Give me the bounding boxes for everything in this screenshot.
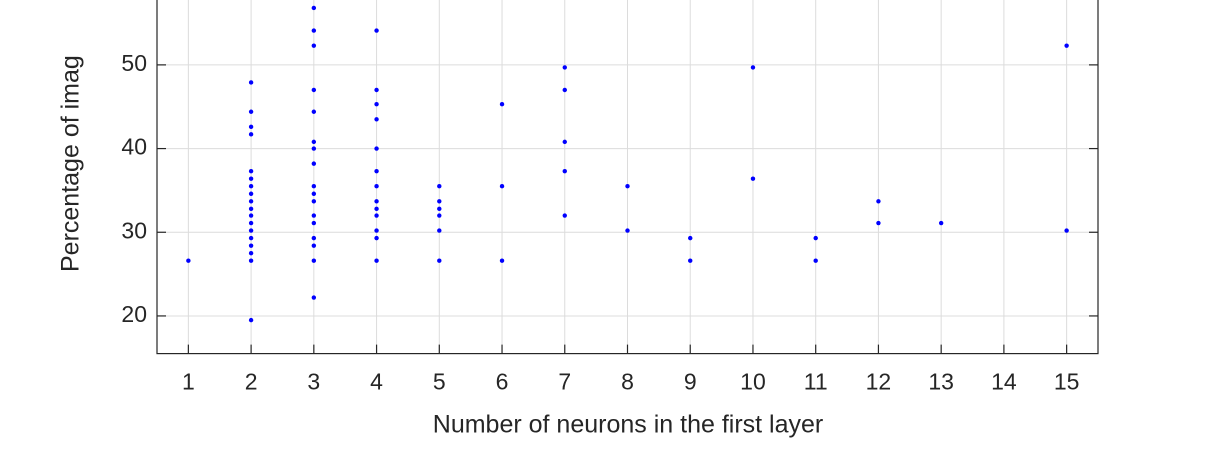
- point: [1064, 43, 1069, 48]
- x-tick-label: 3: [307, 369, 320, 395]
- point: [311, 87, 317, 93]
- x-tick-label: 4: [370, 369, 383, 395]
- y-tick-label: 40: [121, 134, 147, 160]
- plot-frame: [156, 0, 1099, 355]
- point: [437, 213, 442, 218]
- x-tick-label: 15: [1054, 369, 1080, 395]
- x-tick-label: 14: [991, 369, 1017, 395]
- point: [437, 199, 442, 204]
- x-tick-label: 9: [684, 369, 697, 395]
- point: [374, 199, 379, 204]
- point: [248, 132, 254, 137]
- point: [876, 199, 881, 204]
- point: [688, 235, 693, 241]
- point: [374, 213, 379, 218]
- point: [248, 168, 254, 174]
- x-axis-label: Number of neurons in the first layer: [433, 411, 823, 439]
- point: [1064, 228, 1069, 233]
- y-tick-label: 50: [121, 50, 147, 76]
- point: [437, 184, 442, 189]
- point: [562, 65, 567, 70]
- point: [311, 184, 317, 189]
- point: [876, 220, 881, 226]
- point: [186, 258, 191, 263]
- point: [311, 243, 317, 248]
- point: [311, 213, 317, 218]
- x-tick-label: 10: [740, 369, 766, 395]
- point: [311, 139, 317, 145]
- point: [311, 146, 317, 151]
- point: [437, 206, 442, 212]
- point: [374, 102, 379, 107]
- point: [437, 258, 442, 263]
- point: [374, 228, 379, 233]
- point: [562, 168, 567, 174]
- x-tick-label: 8: [621, 369, 634, 395]
- point: [374, 146, 379, 151]
- point: [248, 243, 254, 248]
- point: [248, 228, 254, 233]
- point: [248, 199, 254, 204]
- point: [248, 176, 254, 181]
- y-tick-label: 30: [121, 217, 147, 243]
- x-tick-label: 7: [558, 369, 571, 395]
- x-tick-label: 2: [245, 369, 258, 395]
- point: [248, 124, 254, 130]
- point: [813, 258, 818, 263]
- point: [248, 317, 254, 323]
- point: [248, 80, 254, 85]
- point: [311, 235, 317, 241]
- point: [374, 28, 379, 33]
- point: [311, 258, 317, 263]
- point: [374, 117, 379, 122]
- point: [374, 87, 379, 93]
- x-tick-label: 12: [866, 369, 892, 395]
- x-tick-label: 1: [182, 369, 195, 395]
- point: [437, 228, 442, 233]
- point: [311, 161, 317, 166]
- point: [248, 220, 254, 226]
- point: [311, 28, 317, 33]
- point: [499, 184, 505, 189]
- point: [499, 102, 505, 107]
- point: [750, 65, 756, 70]
- point: [499, 258, 505, 263]
- point: [374, 258, 379, 263]
- point: [938, 220, 944, 226]
- point: [248, 235, 254, 241]
- point: [374, 168, 379, 174]
- point: [374, 235, 379, 241]
- point: [248, 109, 254, 114]
- point: [248, 213, 254, 218]
- point: [562, 213, 567, 218]
- point: [813, 235, 818, 241]
- point: [562, 139, 567, 145]
- point: [311, 191, 317, 196]
- x-tick-label: 6: [496, 369, 509, 395]
- point: [311, 43, 317, 48]
- point: [562, 87, 567, 93]
- point: [374, 206, 379, 212]
- point: [688, 258, 693, 263]
- point: [311, 220, 317, 226]
- y-axis-label: Percentage of imag: [57, 55, 85, 272]
- point: [248, 184, 254, 189]
- point: [311, 5, 317, 11]
- point: [311, 295, 317, 300]
- x-tick-label: 13: [928, 369, 954, 395]
- x-tick-label: 11: [804, 369, 828, 395]
- point: [625, 228, 630, 233]
- point: [750, 176, 756, 181]
- point: [374, 184, 379, 189]
- point: [311, 109, 317, 114]
- point: [248, 206, 254, 212]
- point: [248, 258, 254, 263]
- point: [625, 184, 630, 189]
- point: [248, 191, 254, 196]
- point: [248, 250, 254, 256]
- x-tick-label: 5: [433, 369, 446, 395]
- y-tick-label: 20: [121, 301, 147, 327]
- point: [311, 199, 317, 204]
